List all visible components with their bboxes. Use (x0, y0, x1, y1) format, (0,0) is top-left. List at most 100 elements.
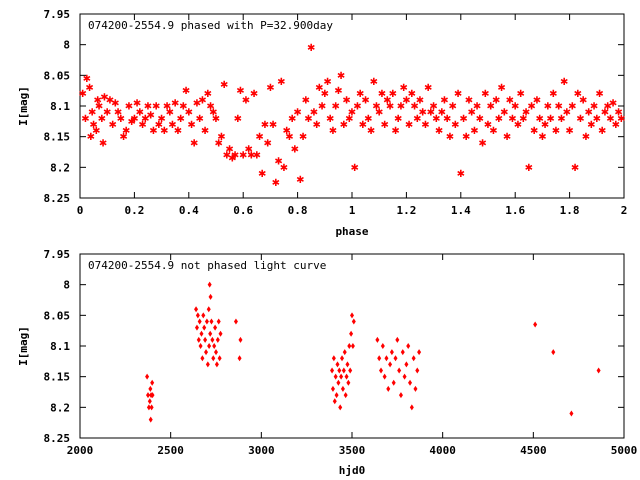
y-tick-label: 8.25 (44, 192, 71, 205)
data-point: ✱ (576, 114, 584, 125)
data-point: ✱ (117, 114, 125, 125)
data-point: ✱ (595, 89, 603, 100)
data-point (337, 367, 342, 374)
data-point (330, 367, 335, 374)
data-point: ✱ (351, 163, 359, 174)
data-point: ✱ (182, 86, 190, 97)
data-point (336, 379, 341, 386)
data-point (351, 318, 356, 325)
data-point: ✱ (478, 138, 486, 149)
data-point: ✱ (272, 178, 280, 189)
data-point: ✱ (353, 102, 361, 113)
data-point: ✱ (106, 95, 114, 106)
data-point (342, 349, 347, 356)
data-point: ✱ (506, 95, 514, 106)
data-point: ✱ (590, 102, 598, 113)
data-point: ✱ (242, 95, 250, 106)
data-point: ✱ (310, 108, 318, 119)
data-point: ✱ (163, 102, 171, 113)
y-tick-label: 8.15 (44, 371, 71, 384)
data-point: ✱ (552, 126, 560, 137)
unphased-lightcurve-panel: 2000 2500 3000 3500 4000 4500 5000 7.95 8 8.05 8.1… (17, 248, 637, 477)
data-point (345, 361, 350, 368)
x-tick-label: 3000 (248, 444, 275, 457)
data-point: ✱ (283, 126, 291, 137)
data-point: ✱ (321, 89, 329, 100)
data-point: ✱ (380, 120, 388, 131)
data-point: ✱ (533, 95, 541, 106)
data-point: ✱ (236, 86, 244, 97)
data-point: ✱ (546, 114, 554, 125)
data-point (389, 349, 394, 356)
data-point (343, 392, 348, 399)
data-point: ✱ (223, 151, 231, 162)
data-point: ✱ (402, 95, 410, 106)
data-point (215, 336, 220, 343)
data-point: ✱ (378, 89, 386, 100)
data-point: ✱ (152, 102, 160, 113)
data-point (415, 367, 420, 374)
data-point: ✱ (144, 102, 152, 113)
data-point: ✱ (166, 108, 174, 119)
data-point (201, 312, 206, 319)
data-point: ✱ (160, 126, 168, 137)
data-point: ✱ (250, 89, 258, 100)
data-point: ✱ (179, 102, 187, 113)
data-point (334, 392, 339, 399)
data-point: ✱ (220, 80, 228, 91)
data-point: ✱ (195, 114, 203, 125)
data-point: ✱ (185, 108, 193, 119)
data-point: ✱ (603, 102, 611, 113)
data-point (211, 355, 216, 362)
data-point: ✱ (253, 151, 261, 162)
data-point: ✱ (410, 102, 418, 113)
data-point: ✱ (413, 114, 421, 125)
x-tick-label: 1.8 (560, 204, 580, 217)
data-point: ✱ (432, 114, 440, 125)
data-point: ✱ (296, 175, 304, 186)
data-point (377, 355, 382, 362)
x-tick-label: 4500 (520, 444, 547, 457)
data-point (149, 404, 154, 411)
data-point: ✱ (399, 83, 407, 94)
x-tick-label: 0.4 (179, 204, 199, 217)
data-point: ✱ (168, 120, 176, 131)
data-point (388, 361, 393, 368)
y-axis-label: I[mag] (17, 86, 30, 126)
data-point: ✱ (530, 126, 538, 137)
data-point: ✱ (274, 157, 282, 168)
data-point: ✱ (560, 77, 568, 88)
y-axis-label: I[mag] (17, 326, 30, 366)
data-point: ✱ (122, 126, 130, 137)
data-point: ✱ (601, 108, 609, 119)
data-point (217, 355, 222, 362)
data-point (335, 361, 340, 368)
data-point (208, 293, 213, 300)
chart-title: 074200-2554.9 not phased light curve (88, 259, 326, 272)
data-point: ✱ (212, 114, 220, 125)
data-point: ✱ (584, 108, 592, 119)
data-point: ✱ (95, 102, 103, 113)
data-point (200, 355, 205, 362)
data-point: ✱ (497, 83, 505, 94)
data-point (233, 318, 238, 325)
data-point (333, 373, 338, 380)
data-point: ✱ (451, 120, 459, 131)
data-point (382, 373, 387, 380)
x-tick-label: 0.2 (124, 204, 144, 217)
data-point (596, 367, 601, 374)
data-point: ✱ (565, 126, 573, 137)
y-tick-label: 8 (63, 39, 70, 52)
data-point: ✱ (331, 102, 339, 113)
data-point: ✱ (568, 102, 576, 113)
data-point: ✱ (356, 89, 364, 100)
data-point (145, 373, 150, 380)
data-point: ✱ (201, 126, 209, 137)
data-point (375, 336, 380, 343)
data-point: ✱ (318, 102, 326, 113)
y-tick-label: 7.95 (44, 248, 71, 261)
data-point (197, 318, 202, 325)
data-point (346, 379, 351, 386)
data-point (205, 361, 210, 368)
data-point: ✱ (255, 132, 263, 143)
